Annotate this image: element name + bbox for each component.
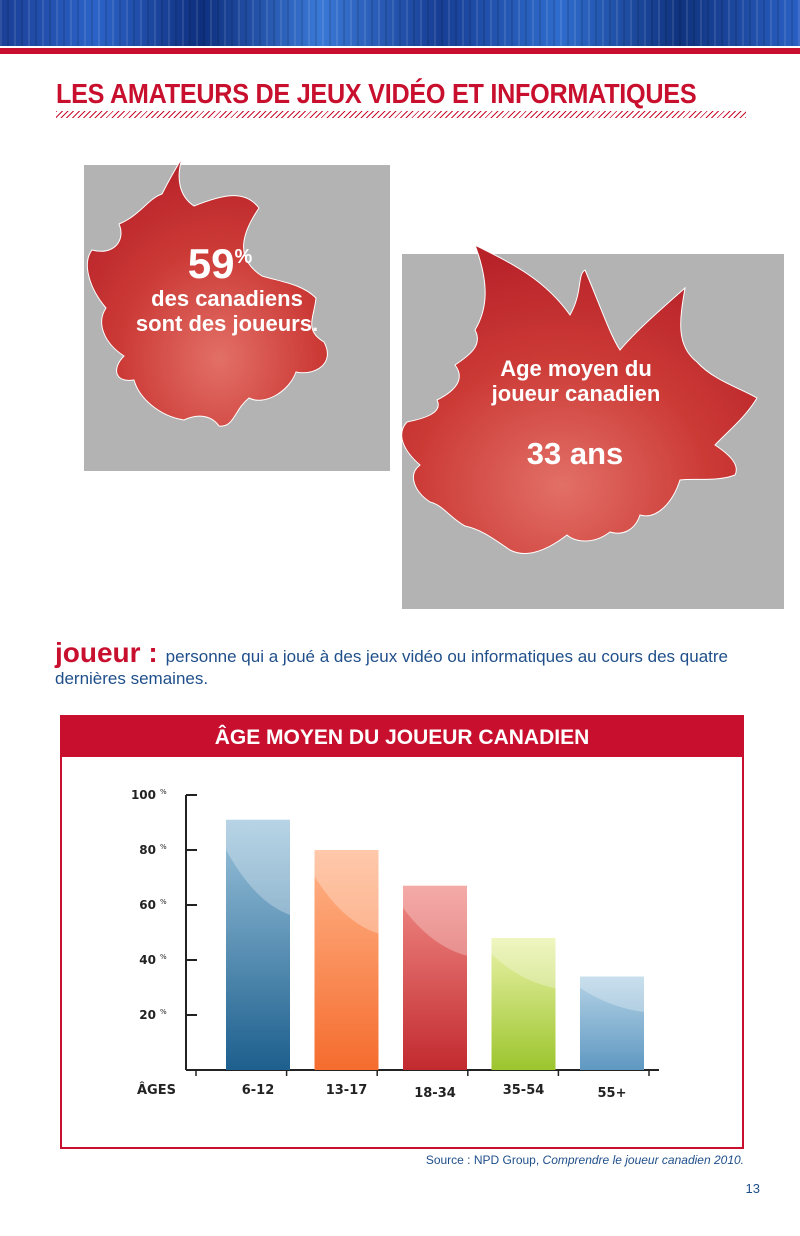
title-underline [56, 111, 746, 118]
bar-13-17 [314, 850, 379, 1070]
bar-55+ [580, 976, 644, 1070]
bar-35-54 [491, 938, 556, 1070]
y-tick-label: 60 [139, 898, 156, 912]
definition-paragraph: joueur : personne qui a joué à des jeux v… [55, 639, 755, 690]
bar-highlight [403, 885, 467, 956]
y-tick-label: 40 [139, 953, 156, 967]
stat-players-label: des canadiens sont des joueurs. [135, 286, 319, 336]
maple-leaf-icon [401, 243, 758, 554]
bar-18-34 [403, 885, 467, 1070]
y-tick-unit: % [160, 1008, 167, 1016]
y-tick-unit: % [160, 843, 167, 851]
x-tick-label: 35-54 [503, 1083, 545, 1098]
y-tick-label: 20 [139, 1008, 156, 1022]
bar-chart: 20 % 40 % 60 % 80 % 100 % ÂGES 6-12 13-17 18-34 35-54 5… [131, 788, 659, 1101]
y-tick-unit: % [160, 898, 167, 906]
stat-age-label: Age moyen du joueur canadien [491, 356, 661, 406]
maple-leaf-icon [86, 157, 328, 427]
definition-term: joueur : [55, 637, 158, 668]
chart-panel: ÂGE MOYEN DU JOUEUR CANADIEN 20% 40% 60% 80… [60, 715, 744, 1149]
source-citation: Source : NPD Group, Comprendre le joueur… [425, 1153, 744, 1167]
y-tick-label: 80 [139, 843, 156, 857]
stat-players-value: 59% [187, 240, 253, 287]
x-tick-label: 13-17 [326, 1083, 368, 1098]
y-tick-unit: % [160, 953, 167, 961]
x-axis-title: ÂGES [137, 1082, 176, 1098]
bar-6-12 [226, 819, 290, 1070]
header-rule [0, 46, 800, 54]
chart-title: ÂGE MOYEN DU JOUEUR CANADIEN [62, 717, 742, 757]
x-tick-label: 6-12 [242, 1083, 275, 1098]
y-tick-label: 100 [131, 788, 156, 802]
bar-highlight [580, 976, 644, 1013]
bar-highlight [314, 850, 379, 934]
definition-text: personne qui a joué à des jeux vidéo ou … [55, 647, 728, 688]
page-title: LES AMATEURS DE JEUX VIDÉO ET INFORMATIQ… [56, 78, 697, 109]
y-tick-unit: % [160, 788, 167, 796]
stat-age-value: 33 ans [526, 436, 624, 471]
x-tick-label: 55+ [598, 1086, 627, 1101]
bar-highlight [226, 819, 290, 915]
page-number: 13 [745, 1181, 760, 1196]
x-tick-label: 18-34 [414, 1086, 456, 1101]
bar-highlight [491, 938, 556, 989]
header-banner [0, 0, 800, 46]
